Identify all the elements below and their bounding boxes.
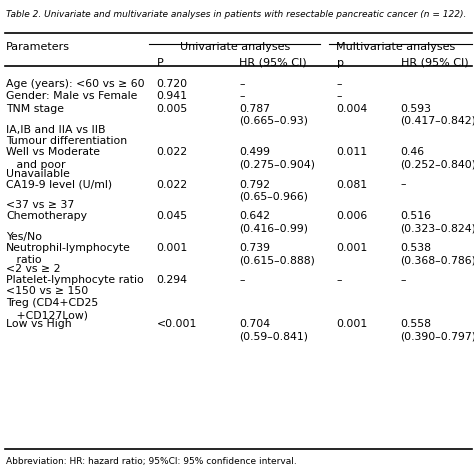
Text: –: – [401,180,406,190]
Text: 0.739
(0.615–0.888): 0.739 (0.615–0.888) [239,243,315,265]
Text: 0.022: 0.022 [156,180,188,190]
Text: HR (95% CI): HR (95% CI) [239,58,307,68]
Text: –: – [337,79,342,89]
Text: Chemotherapy: Chemotherapy [6,211,87,221]
Text: 0.294: 0.294 [156,275,187,285]
Text: p: p [337,58,344,68]
Text: 0.001: 0.001 [156,243,188,253]
Text: 0.593
(0.417–0.842): 0.593 (0.417–0.842) [401,104,474,126]
Text: Parameters: Parameters [6,42,70,52]
Text: Unavailable: Unavailable [6,169,70,179]
Text: 0.499
(0.275–0.904): 0.499 (0.275–0.904) [239,147,315,170]
Text: Tumour differentiation: Tumour differentiation [6,136,128,146]
Text: Well vs Moderate
   and poor: Well vs Moderate and poor [6,147,100,170]
Text: Neutrophil-lymphocyte
   ratio: Neutrophil-lymphocyte ratio [6,243,131,265]
Text: –: – [239,275,245,285]
Text: Table 2. Univariate and multivariate analyses in patients with resectable pancre: Table 2. Univariate and multivariate ana… [6,10,466,19]
Text: Age (years): <60 vs ≥ 60: Age (years): <60 vs ≥ 60 [6,79,145,89]
Text: –: – [239,79,245,89]
Text: <150 vs ≥ 150: <150 vs ≥ 150 [6,286,89,296]
Text: –: – [401,275,406,285]
Text: Gender: Male vs Female: Gender: Male vs Female [6,91,137,101]
Text: –: – [337,275,342,285]
Text: 0.704
(0.59–0.841): 0.704 (0.59–0.841) [239,319,309,342]
Text: 0.538
(0.368–0.786): 0.538 (0.368–0.786) [401,243,474,265]
Text: HR (95% CI): HR (95% CI) [401,58,468,68]
Text: Platelet-lymphocyte ratio: Platelet-lymphocyte ratio [6,275,144,285]
Text: Low vs High: Low vs High [6,319,72,329]
Text: 0.787
(0.665–0.93): 0.787 (0.665–0.93) [239,104,309,126]
Text: TNM stage: TNM stage [6,104,64,114]
Text: 0.045: 0.045 [156,211,188,221]
Text: CA19-9 level (U/ml): CA19-9 level (U/ml) [6,180,112,190]
Text: 0.006: 0.006 [337,211,368,221]
Text: 0.001: 0.001 [337,243,368,253]
Text: IA,IB and IIA vs IIB: IA,IB and IIA vs IIB [6,125,106,135]
Text: 0.792
(0.65–0.966): 0.792 (0.65–0.966) [239,180,309,202]
Text: Abbreviation: HR: hazard ratio; 95%CI: 95% confidence interval.: Abbreviation: HR: hazard ratio; 95%CI: 9… [6,457,297,466]
Text: 0.081: 0.081 [337,180,368,190]
Text: Yes/No: Yes/No [6,232,42,242]
Text: –: – [337,91,342,101]
Text: Treg (CD4+CD25
   +CD127Low): Treg (CD4+CD25 +CD127Low) [6,298,99,320]
Text: Multivariate analyses: Multivariate analyses [336,42,456,52]
Text: 0.011: 0.011 [337,147,368,157]
Text: 0.46
(0.252–0.840): 0.46 (0.252–0.840) [401,147,474,170]
Text: –: – [239,91,245,101]
Text: 0.516
(0.323–0.824): 0.516 (0.323–0.824) [401,211,474,233]
Text: <0.001: <0.001 [156,319,197,329]
Text: 0.558
(0.390–0.797): 0.558 (0.390–0.797) [401,319,474,342]
Text: 0.004: 0.004 [337,104,368,114]
Text: 0.022: 0.022 [156,147,188,157]
Text: <37 vs ≥ 37: <37 vs ≥ 37 [6,200,74,210]
Text: 0.001: 0.001 [337,319,368,329]
Text: 0.642
(0.416–0.99): 0.642 (0.416–0.99) [239,211,309,233]
Text: Univariate analyses: Univariate analyses [180,42,290,52]
Text: <2 vs ≥ 2: <2 vs ≥ 2 [6,264,61,274]
Text: 0.005: 0.005 [156,104,188,114]
Text: 0.941: 0.941 [156,91,187,101]
Text: 0.720: 0.720 [156,79,188,89]
Text: P: P [156,58,163,68]
